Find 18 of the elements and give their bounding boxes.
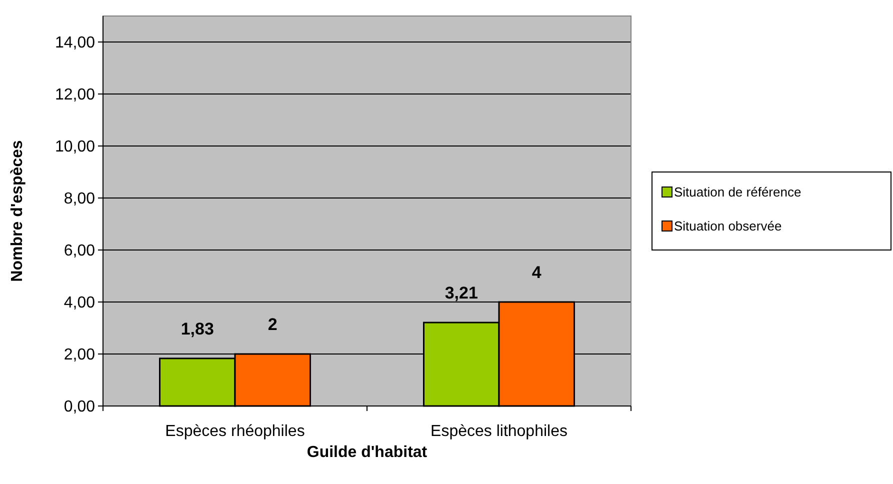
legend-label: Situation de référence <box>674 184 802 200</box>
y-tick-label: 6,00 <box>64 242 96 260</box>
x-tick-label: Espèces rhéophiles <box>165 423 305 440</box>
y-tick-label: 2,00 <box>64 346 96 364</box>
y-tick-label: 4,00 <box>64 294 96 312</box>
data-label: 3,21 <box>444 284 478 303</box>
legend-label: Situation observée <box>674 218 782 234</box>
data-label: 4 <box>532 263 542 282</box>
y-tick-label: 8,00 <box>64 190 96 208</box>
y-tick-label: 14,00 <box>54 34 96 52</box>
y-tick-label: 12,00 <box>54 86 96 104</box>
data-label: 2 <box>268 315 278 334</box>
y-axis-title: Nombre d'espèces <box>9 140 26 282</box>
data-label: 1,83 <box>180 319 214 338</box>
x-tick-label: Espèces lithophiles <box>430 423 568 440</box>
y-tick-label: 10,00 <box>54 138 96 156</box>
y-tick-label: 0,00 <box>64 398 96 416</box>
x-axis-title: Guilde d'habitat <box>306 444 428 461</box>
